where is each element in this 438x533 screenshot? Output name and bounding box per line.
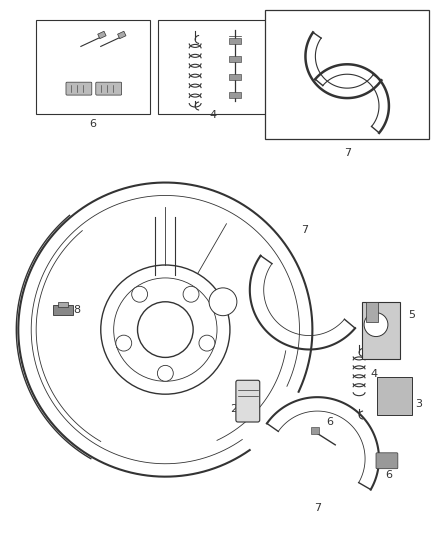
- Bar: [362, 302, 400, 359]
- Circle shape: [132, 286, 148, 302]
- Bar: [366, 302, 378, 321]
- Circle shape: [183, 286, 199, 302]
- Bar: [229, 92, 241, 98]
- Bar: [58, 302, 68, 307]
- Bar: [311, 427, 319, 434]
- Text: 3: 3: [415, 399, 422, 409]
- FancyBboxPatch shape: [96, 82, 122, 95]
- Bar: [229, 38, 241, 44]
- Bar: [229, 56, 241, 62]
- Bar: [377, 377, 412, 415]
- Text: 7: 7: [314, 504, 321, 513]
- Bar: [36, 20, 150, 114]
- Text: 6: 6: [385, 470, 392, 480]
- Text: 4: 4: [371, 369, 378, 379]
- Bar: [98, 31, 106, 39]
- Bar: [53, 305, 73, 314]
- Text: 6: 6: [326, 417, 333, 427]
- Text: 7: 7: [344, 148, 351, 158]
- FancyBboxPatch shape: [66, 82, 92, 95]
- Bar: [159, 20, 268, 114]
- FancyBboxPatch shape: [236, 380, 260, 422]
- Text: 7: 7: [301, 225, 308, 235]
- Circle shape: [199, 335, 215, 351]
- Circle shape: [364, 313, 388, 336]
- Text: 1: 1: [115, 340, 122, 350]
- Circle shape: [209, 288, 237, 316]
- Bar: [117, 31, 126, 39]
- Circle shape: [116, 335, 132, 351]
- Text: 8: 8: [73, 305, 81, 314]
- Text: 5: 5: [408, 310, 415, 320]
- Bar: [265, 10, 429, 139]
- Text: 4: 4: [209, 110, 217, 120]
- Text: 2: 2: [230, 404, 237, 414]
- Circle shape: [157, 365, 173, 381]
- FancyBboxPatch shape: [376, 453, 398, 469]
- Bar: [229, 74, 241, 80]
- Text: 6: 6: [89, 119, 96, 129]
